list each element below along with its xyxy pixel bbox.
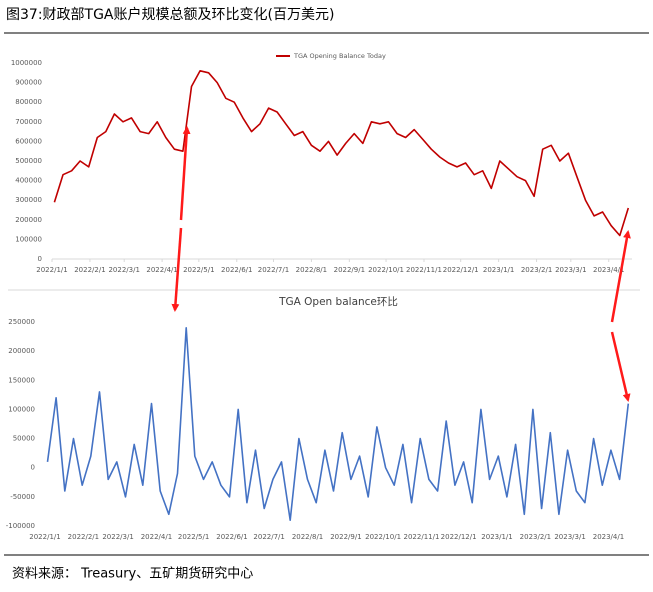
x-tick-label: 2022/9/1	[334, 266, 365, 274]
x-tick-label: 2023/2/1	[521, 266, 552, 274]
x-tick-label: 2022/3/1	[102, 533, 133, 541]
arrow	[179, 126, 191, 221]
y-tick-label: -100000	[6, 522, 35, 530]
x-tick-label: 2022/8/1	[292, 533, 323, 541]
x-tick-label: 2022/10/1	[368, 266, 404, 274]
x-tick-label: 2022/6/1	[216, 533, 247, 541]
y-tick-label: 300000	[15, 196, 42, 204]
x-tick-label: 2022/10/1	[365, 533, 401, 541]
y-tick-label: 0	[38, 255, 42, 263]
series-line	[53, 70, 630, 237]
x-tick-label: 2023/4/1	[593, 266, 624, 274]
y-tick-label: 600000	[15, 137, 42, 145]
y-tick-label: -50000	[10, 493, 35, 501]
source: 资料来源： Treasury、五矿期货研究中心	[12, 566, 253, 582]
plots: 0100000200000300000400000500000600000700…	[6, 52, 640, 541]
x-tick-label: 2023/1/1	[483, 266, 514, 274]
x-tick-label: 2023/1/1	[481, 533, 512, 541]
x-tick-label: 2022/8/1	[296, 266, 327, 274]
y-tick-label: 800000	[15, 98, 42, 106]
x-tick-label: 2022/5/1	[178, 533, 209, 541]
x-tick-label: 2023/4/1	[593, 533, 624, 541]
y-tick-label: 500000	[15, 157, 42, 165]
x-tick-label: 2022/7/1	[253, 533, 284, 541]
x-tick-label: 2022/3/1	[108, 266, 139, 274]
x-tick-label: 2022/11/1	[404, 533, 440, 541]
x-tick-label: 2022/2/1	[74, 266, 105, 274]
chart-title: TGA Open balance环比	[278, 295, 398, 308]
figure-title: 图37:财政部TGA账户规模总额及环比变化(百万美元)	[6, 6, 334, 23]
x-tick-label: 2022/12/1	[441, 533, 477, 541]
x-tick-label: 2022/2/1	[68, 533, 99, 541]
y-tick-label: 0	[31, 464, 35, 472]
y-tick-label: 200000	[15, 216, 42, 224]
y-tick-label: 250000	[8, 318, 35, 326]
y-tick-label: 200000	[8, 347, 35, 355]
series-line	[46, 327, 630, 521]
x-tick-label: 2022/11/1	[406, 266, 442, 274]
x-tick-label: 2022/9/1	[330, 533, 361, 541]
x-tick-label: 2023/3/1	[554, 533, 585, 541]
y-tick-label: 1000000	[11, 59, 42, 67]
x-tick-label: 2022/6/1	[221, 266, 252, 274]
x-tick-label: 2023/3/1	[555, 266, 586, 274]
y-tick-label: 400000	[15, 177, 42, 185]
arrow	[610, 230, 631, 323]
y-tick-label: 700000	[15, 118, 42, 126]
x-tick-label: 2022/4/1	[141, 533, 172, 541]
x-tick-label: 2022/1/1	[36, 266, 67, 274]
y-tick-label: 100000	[15, 235, 42, 243]
y-tick-label: 150000	[8, 376, 35, 384]
arrow	[610, 331, 631, 402]
x-tick-label: 2022/7/1	[258, 266, 289, 274]
x-tick-label: 2022/1/1	[29, 533, 60, 541]
y-tick-label: 50000	[13, 435, 35, 443]
annotation-arrows	[171, 126, 631, 402]
x-tick-label: 2023/2/1	[520, 533, 551, 541]
x-tick-label: 2022/12/1	[443, 266, 479, 274]
x-tick-label: 2022/5/1	[183, 266, 214, 274]
legend-label: TGA Opening Balance Today	[293, 52, 386, 60]
y-tick-label: 100000	[8, 405, 35, 413]
x-tick-label: 2022/4/1	[146, 266, 177, 274]
arrow	[171, 227, 183, 312]
y-tick-label: 900000	[15, 79, 42, 87]
